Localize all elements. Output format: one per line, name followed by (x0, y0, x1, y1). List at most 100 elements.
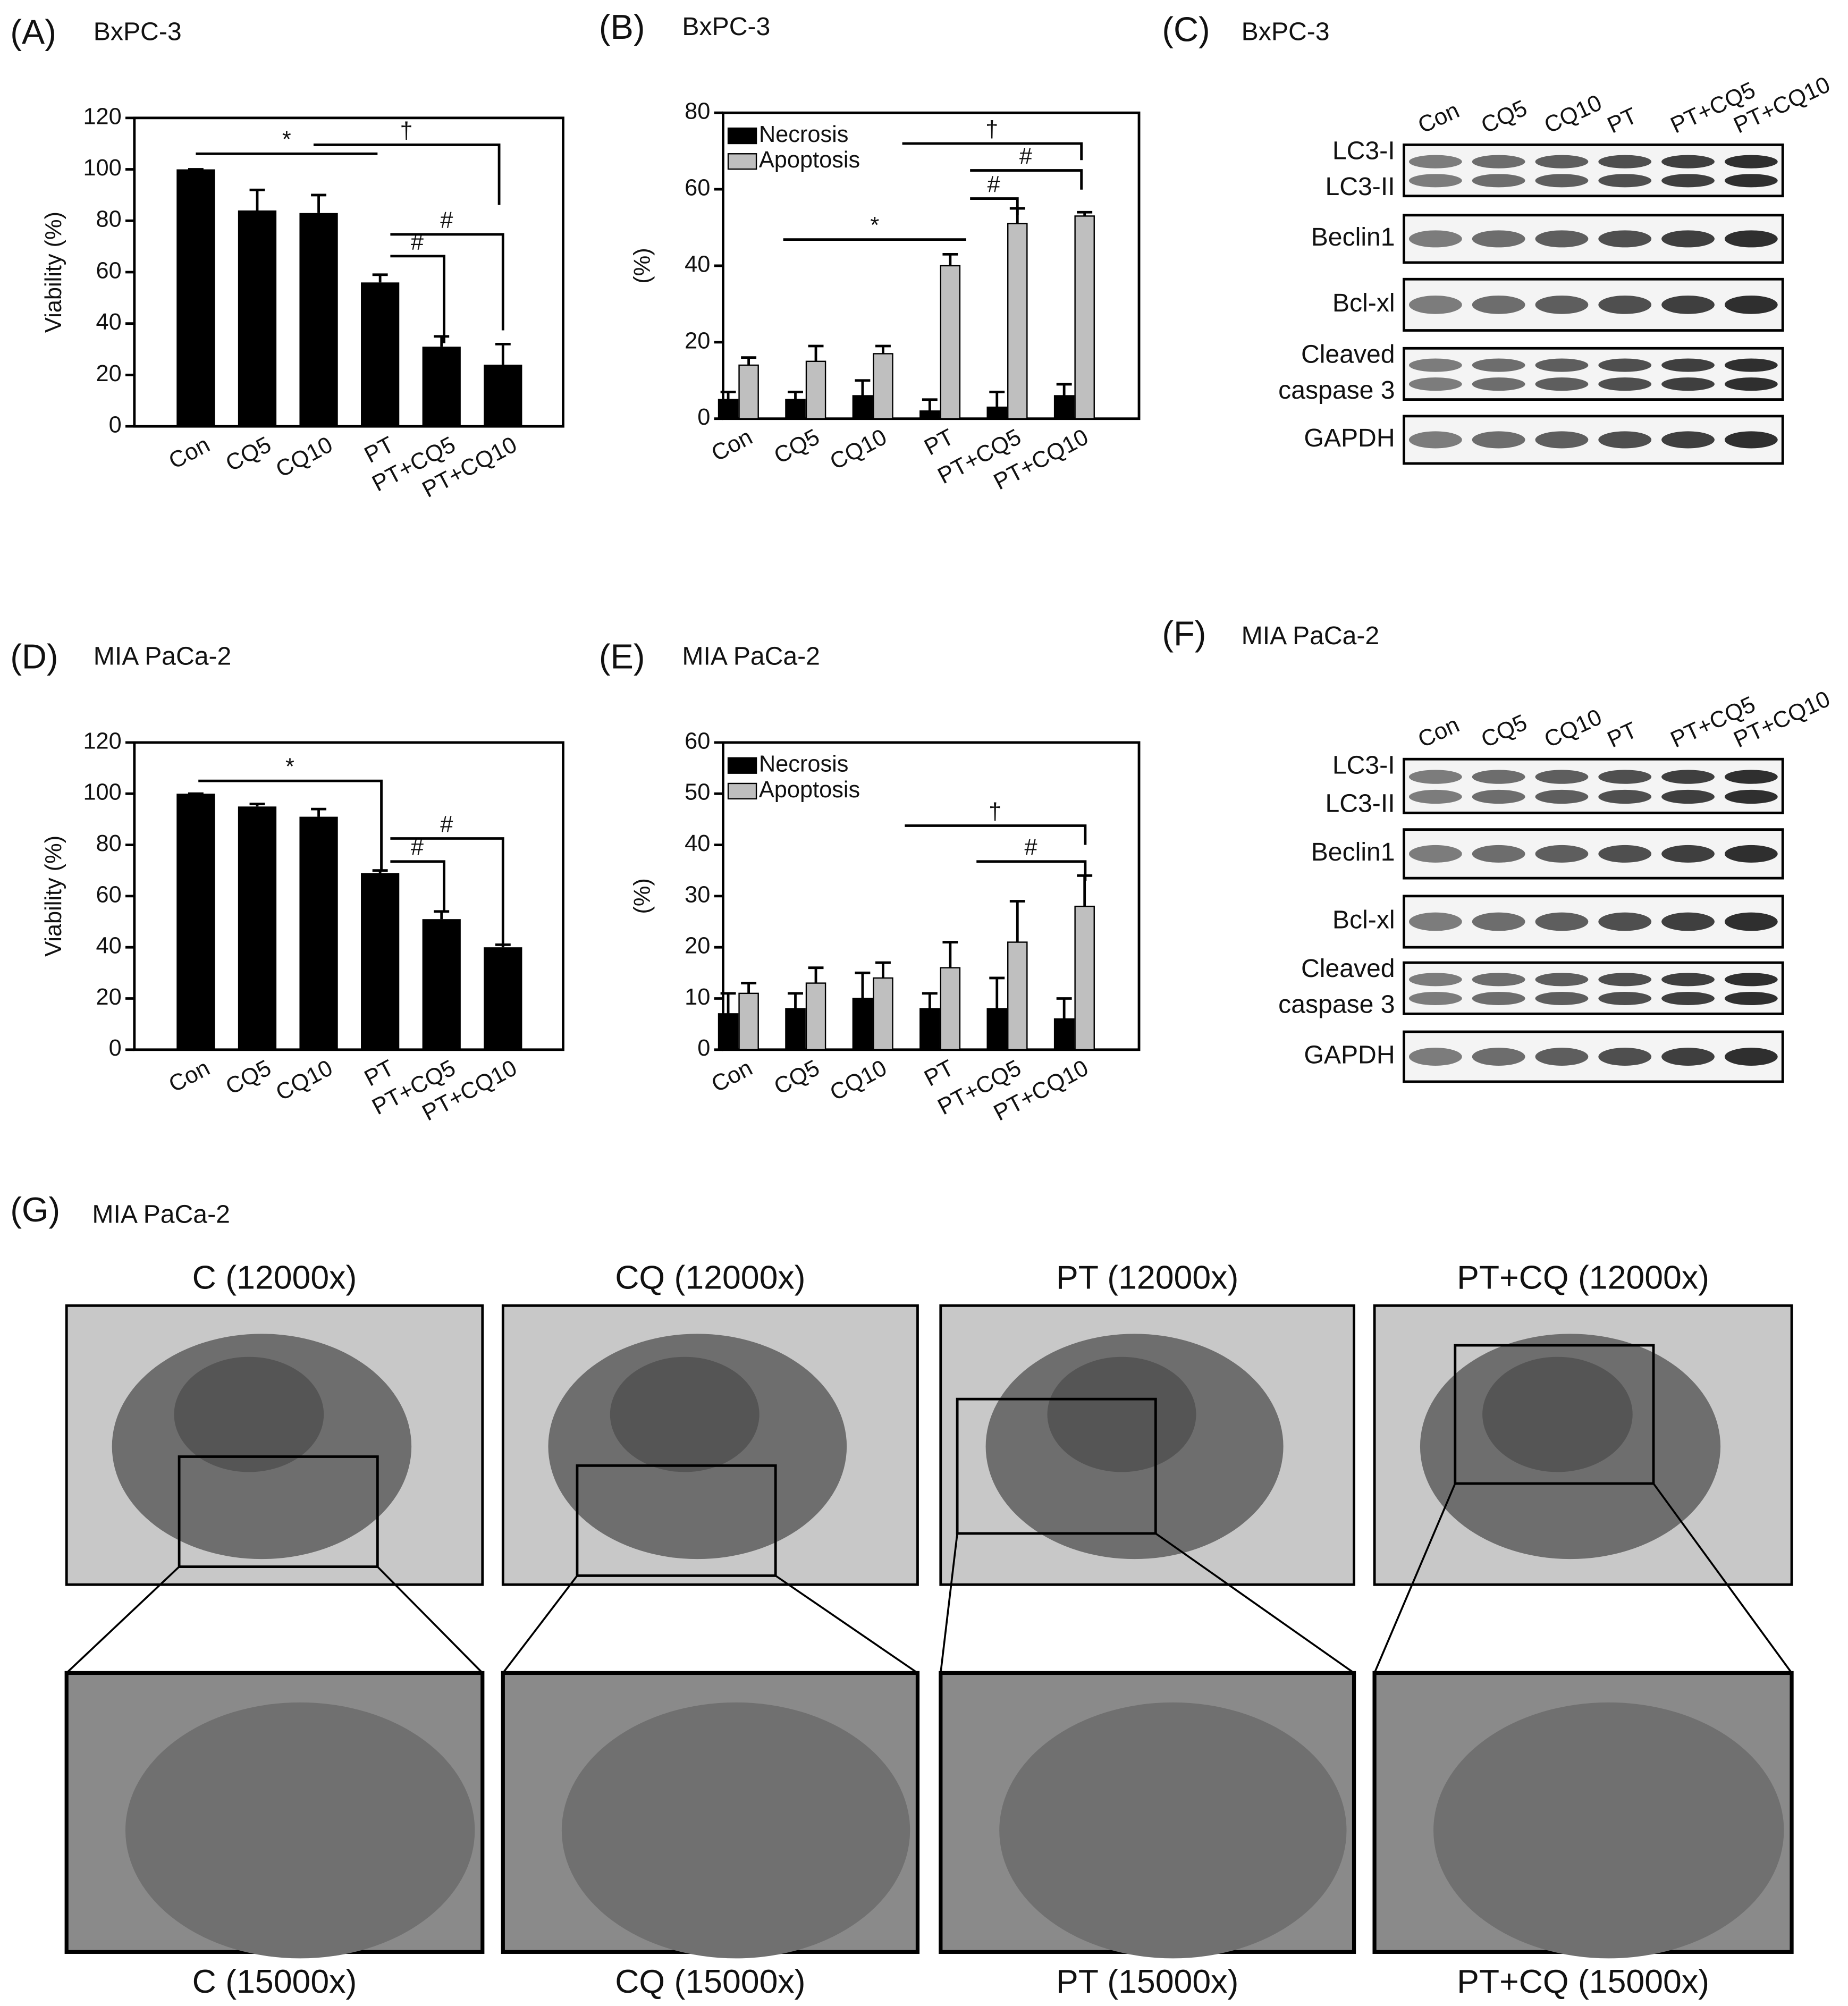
blot-box (1403, 415, 1784, 465)
bar (919, 410, 940, 419)
y-tick-label: 60 (685, 728, 710, 754)
bar (484, 365, 522, 427)
significance-bracket (970, 169, 1083, 190)
bar (738, 364, 759, 419)
zoom-line (940, 1532, 1355, 1674)
blot-band (1724, 230, 1778, 248)
blot-band (1472, 789, 1525, 804)
blot-band (1408, 973, 1462, 987)
bar (299, 213, 338, 427)
blot-band (1661, 358, 1715, 372)
lane-label: CQ10 (1540, 704, 1606, 753)
bar (299, 816, 338, 1050)
blot-band (1472, 174, 1525, 188)
blot-box (1403, 961, 1784, 1015)
blot-box (1403, 1030, 1784, 1083)
blot-band (1598, 377, 1652, 391)
blot-band (1408, 377, 1462, 391)
error-bar (311, 193, 327, 213)
y-tick-label: 40 (96, 933, 122, 959)
error-bar (808, 966, 824, 983)
blot-band (1408, 358, 1462, 372)
band-label: Bcl-xl (1332, 289, 1395, 317)
blot-band (1661, 174, 1715, 188)
blot-band (1598, 912, 1652, 931)
band-label: LC3-II (1325, 172, 1395, 201)
y-axis-label: (%) (630, 878, 655, 914)
panel-title: MIA PaCa-2 (94, 642, 232, 671)
error-bar (875, 961, 891, 978)
band-label: caspase 3 (1278, 376, 1395, 404)
blot-band (1661, 296, 1715, 314)
y-tick-label: 40 (685, 251, 710, 277)
blot-box (1403, 895, 1784, 949)
blot-band (1535, 377, 1589, 391)
x-tick-label: PT (920, 1055, 958, 1091)
error-bar (1056, 383, 1072, 396)
significance-mark: # (440, 207, 453, 233)
bar (785, 399, 806, 419)
error-bar (875, 344, 891, 354)
panel-label: (E) (599, 637, 645, 676)
blot-band (1408, 991, 1462, 1006)
bar (1053, 1018, 1075, 1050)
x-tick-label: Con (165, 432, 214, 474)
y-tick-label: 20 (96, 361, 122, 386)
lane-label: CQ5 (1478, 710, 1531, 753)
error-bar (855, 971, 871, 999)
y-tick-label: 60 (96, 882, 122, 907)
blot-band (1661, 1048, 1715, 1066)
legend-label: Apoptosis (759, 147, 860, 173)
lane-label: PT (1604, 717, 1641, 753)
bar (1007, 223, 1028, 419)
x-tick-label: Con (165, 1055, 214, 1098)
blot-band (1598, 789, 1652, 804)
error-bar (720, 992, 736, 1014)
band-label: Beclin1 (1311, 838, 1395, 866)
micrograph-caption: PT (12000x) (1056, 1259, 1238, 1296)
legend-swatch (727, 782, 757, 800)
y-tick-label: 20 (685, 328, 710, 353)
bar (805, 982, 826, 1051)
significance-bracket (902, 142, 1083, 161)
micrograph-caption: PT (15000x) (1056, 1963, 1238, 2000)
bar (422, 347, 461, 427)
blot-band (1661, 991, 1715, 1006)
y-tick-label: 50 (685, 780, 710, 805)
bar (1074, 905, 1095, 1051)
blot-band (1408, 431, 1462, 449)
blot-box (1403, 757, 1784, 814)
x-tick-label: CQ10 (826, 1055, 891, 1106)
significance-mark: # (1019, 144, 1032, 169)
bar (1074, 215, 1095, 419)
significance-mark: # (411, 229, 424, 255)
panel-label: (A) (10, 13, 56, 52)
band-label: caspase 3 (1278, 990, 1395, 1019)
cell-image (561, 1702, 910, 1959)
lane-label: Con (1414, 712, 1463, 753)
significance-bracket (976, 860, 1087, 881)
micrograph-caption: PT+CQ (12000x) (1457, 1259, 1709, 1296)
micrograph-caption: CQ (15000x) (615, 1963, 805, 2000)
error-bar (434, 335, 450, 347)
y-tick-label: 0 (697, 1035, 710, 1061)
band-label: Cleaved (1301, 340, 1395, 368)
error-bar (741, 356, 757, 365)
nucleus-image (1047, 1356, 1196, 1472)
panel-title: MIA PaCa-2 (1242, 621, 1380, 650)
error-bar (788, 390, 803, 400)
bar (873, 353, 893, 419)
error-bar (788, 992, 803, 1009)
blot-band (1408, 230, 1462, 248)
legend-swatch (727, 153, 757, 170)
panel-label: (C) (1162, 10, 1210, 49)
blot-band (1408, 1048, 1462, 1066)
error-bar (372, 273, 388, 283)
significance-mark: * (285, 754, 294, 780)
bar (484, 947, 522, 1050)
blot-band (1661, 912, 1715, 931)
band-label: GAPDH (1304, 424, 1395, 452)
legend-swatch (727, 127, 757, 145)
bar (785, 1008, 806, 1051)
